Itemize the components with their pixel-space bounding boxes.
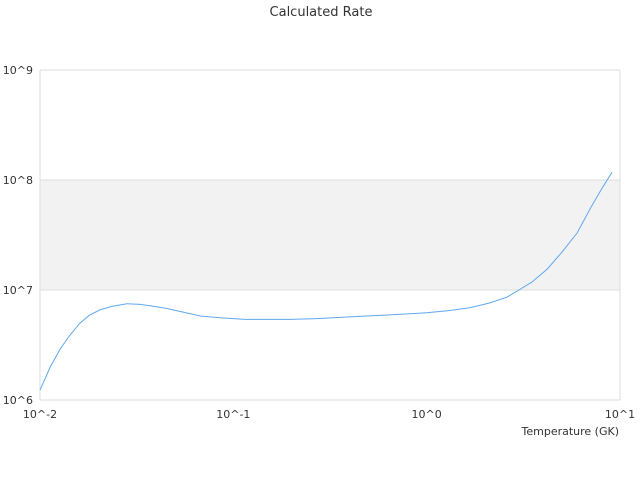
x-tick-label: 10^-1 [216,408,250,421]
x-tick-label: 10^1 [605,408,635,421]
y-tick-labels: 10^6 10^7 10^8 10^9 [3,64,33,407]
y-band [40,180,620,290]
x-tick-label: 10^-2 [23,408,57,421]
series-line [39,171,613,391]
x-tick-labels: 10^-2 10^-1 10^0 10^1 [23,408,635,421]
gridlines [39,69,621,401]
x-tick-label: 10^0 [412,408,442,421]
y-tick-label: 10^9 [3,64,33,77]
y-bands [40,180,620,290]
chart-title: Calculated Rate [270,5,373,20]
x-axis-label: Temperature (GK) [521,425,620,438]
y-tick-label: 10^8 [3,174,33,187]
y-tick-label: 10^6 [3,394,33,407]
y-tick-label: 10^7 [3,284,33,297]
series-group [39,171,613,391]
